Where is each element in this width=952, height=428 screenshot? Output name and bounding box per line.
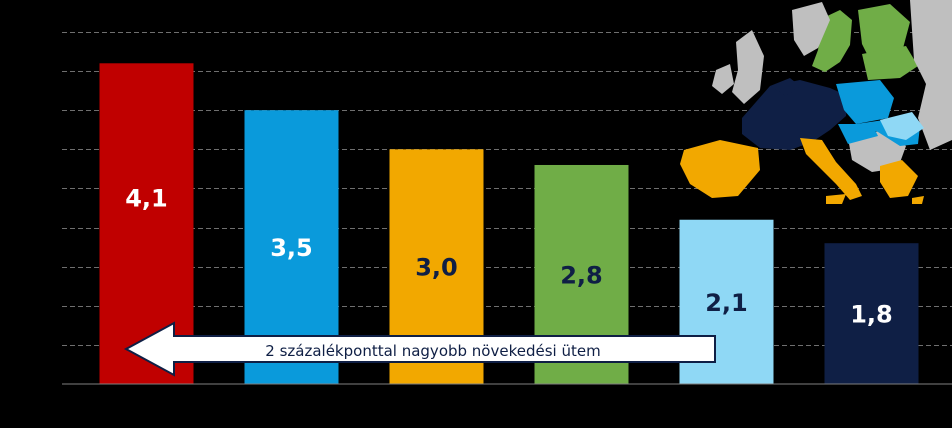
value-labels: 4,1 3,5 3,0 2,8 2,1 1,8 — [125, 185, 893, 329]
bar-1 — [99, 63, 194, 385]
map-italy-orange — [800, 138, 862, 200]
left-arrow-shape — [123, 321, 716, 377]
map-greece-orange — [880, 160, 918, 198]
map-russia-grey — [910, 0, 952, 150]
map-core-navy — [742, 80, 848, 150]
map-benelux-navy — [770, 78, 800, 96]
bar-value-label-5: 2,1 — [705, 289, 748, 317]
map-lightblue-region — [880, 112, 924, 140]
map-cyprus-orange — [912, 196, 924, 204]
bar-value-label-4: 2,8 — [560, 261, 603, 289]
bar-value-label-2: 3,5 — [270, 234, 313, 262]
map-britain-grey — [732, 30, 764, 104]
gridlines — [62, 32, 952, 346]
bar-value-label-6: 1,8 — [850, 301, 893, 329]
map-iberia-orange — [680, 140, 760, 198]
map-poland-blue — [836, 80, 894, 124]
map-baltics — [862, 46, 918, 80]
map-norway-grey — [792, 2, 830, 56]
bar-value-label-3: 3,0 — [415, 254, 458, 282]
map-ireland-grey — [712, 64, 734, 94]
map-hungary-blue — [838, 124, 878, 144]
europe-map — [680, 0, 952, 204]
growth-gap-annotation: 2 százalékponttal nagyobb növekedési üte… — [123, 321, 716, 377]
annotation-text: 2 százalékponttal nagyobb növekedési üte… — [265, 342, 600, 360]
bar-value-label-1: 4,1 — [125, 185, 168, 213]
map-sicily-orange — [826, 194, 846, 204]
bar-6 — [824, 243, 919, 384]
